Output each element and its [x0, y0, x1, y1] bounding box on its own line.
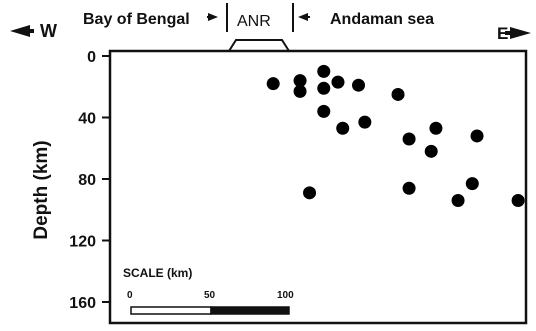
- data-point: [266, 77, 280, 91]
- scale-segment-white: [130, 306, 212, 315]
- data-point: [391, 87, 405, 101]
- data-point: [317, 104, 331, 118]
- y-tick-label: 160: [69, 295, 96, 312]
- east-label: E: [497, 24, 508, 43]
- scale-bar: SCALE (km) 0 50 100: [123, 266, 294, 315]
- data-point: [451, 194, 465, 208]
- data-point: [511, 194, 525, 208]
- data-point: [303, 186, 317, 200]
- plot-area: [108, 49, 528, 325]
- scale-label-0: 0: [127, 290, 133, 301]
- y-tick-label: 0: [87, 49, 96, 66]
- andaman-sea-label: Andaman sea: [330, 11, 434, 28]
- scale-label-100: 100: [277, 290, 294, 301]
- anr-bracket: [228, 39, 290, 52]
- anr-label: ANR: [237, 13, 271, 30]
- data-point: [470, 129, 484, 143]
- data-point: [331, 75, 345, 89]
- data-point: [465, 177, 479, 191]
- y-tick-label: 80: [78, 172, 96, 189]
- data-point: [336, 121, 350, 135]
- east-arrow-icon: [510, 27, 531, 39]
- scale-title: SCALE (km): [123, 266, 192, 280]
- bay-of-bengal-label: Bay of Bengal: [83, 11, 190, 28]
- west-arrow-icon: [10, 25, 30, 37]
- y-axis: 0 40 80 120 160: [69, 49, 110, 312]
- data-point: [293, 84, 307, 98]
- earthquake-points: [266, 64, 525, 208]
- y-axis-title: Depth (km): [31, 140, 52, 239]
- data-point: [358, 115, 372, 129]
- data-point: [317, 64, 331, 78]
- scale-segment-black: [210, 306, 290, 315]
- header-annotations: W Bay of Bengal ANR Andaman sea E: [10, 3, 531, 52]
- y-tick-label: 40: [78, 111, 96, 128]
- data-point: [317, 81, 331, 95]
- y-tick-label: 120: [69, 234, 96, 251]
- data-point: [352, 78, 366, 92]
- west-label: W: [40, 21, 57, 41]
- data-point: [402, 181, 416, 195]
- scale-label-50: 50: [204, 290, 216, 301]
- data-point: [424, 144, 438, 158]
- plot-frame: [108, 49, 528, 325]
- data-point: [293, 74, 307, 88]
- data-point: [402, 132, 416, 146]
- data-point: [429, 121, 443, 135]
